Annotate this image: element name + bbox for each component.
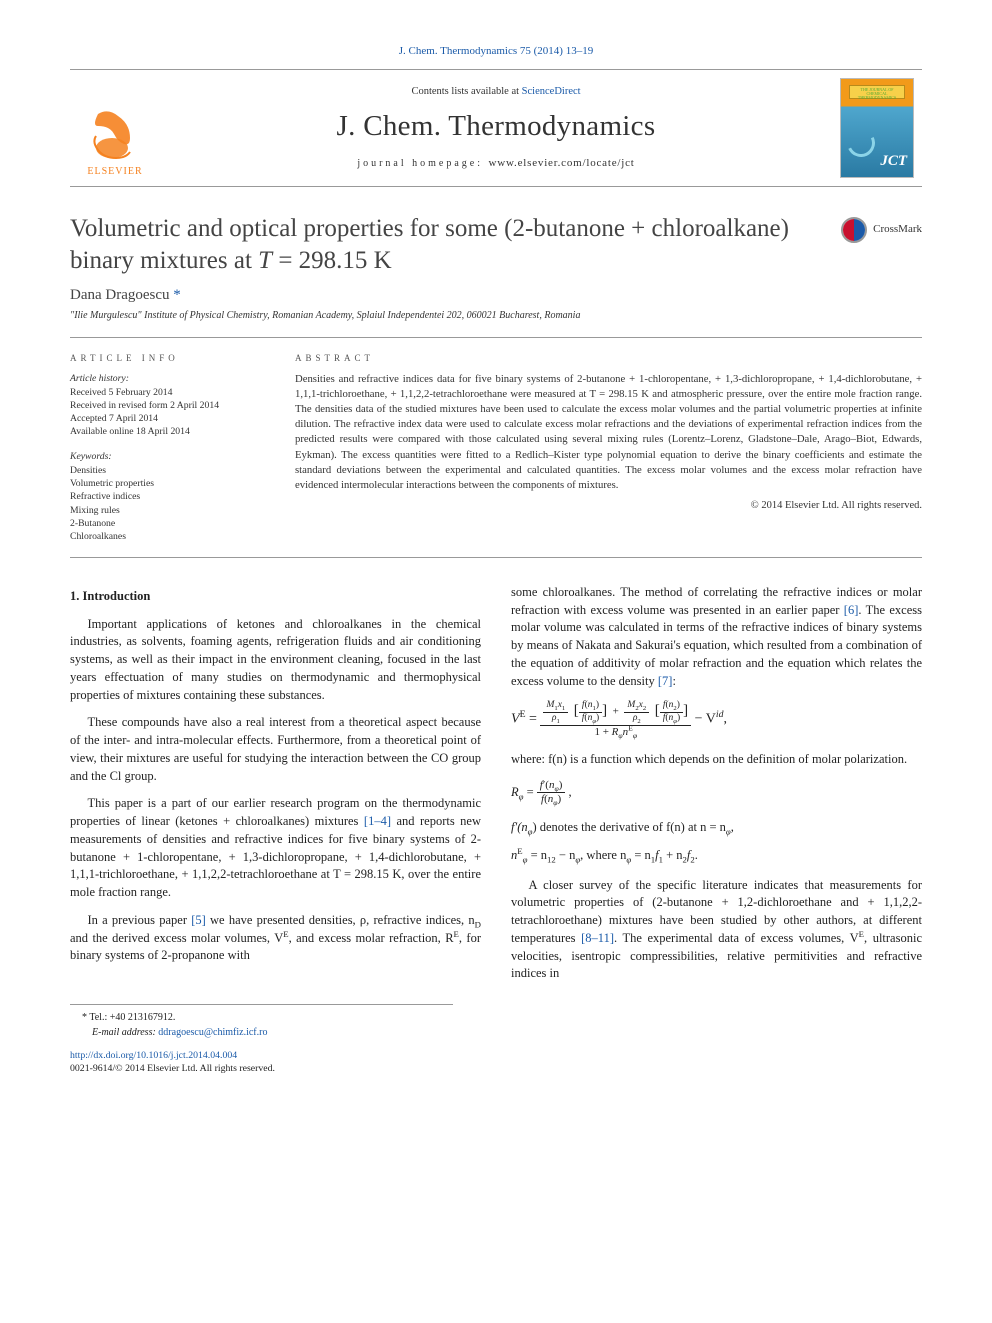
issn-copyright: 0021-9614/© 2014 Elsevier Ltd. All right…: [70, 1063, 275, 1074]
section-heading-introduction: 1. Introduction: [70, 588, 481, 606]
citation-link[interactable]: [1–4]: [364, 814, 391, 828]
equation-2: Rφ = f′(nφ) f(nφ) ,: [511, 779, 922, 807]
citation-link[interactable]: [5]: [191, 913, 206, 927]
journal-cover-icon: THE JOURNAL OF CHEMICAL THERMODYNAMICS J…: [840, 78, 914, 178]
paragraph: Important applications of ketones and ch…: [70, 616, 481, 705]
journal-reference-link[interactable]: J. Chem. Thermodynamics 75 (2014) 13–19: [399, 45, 593, 57]
affiliation: "Ilie Murgulescu" Institute of Physical …: [70, 309, 922, 323]
abstract-copyright: © 2014 Elsevier Ltd. All rights reserved…: [295, 499, 922, 513]
article-info-label: article info: [70, 352, 265, 364]
footnotes: * Tel.: +40 213167912. E-mail address: d…: [70, 1004, 453, 1075]
abstract-body: Densities and refractive indices data fo…: [295, 372, 922, 494]
author-email-link[interactable]: ddragoescu@chimfiz.icf.ro: [158, 1027, 267, 1038]
citation-link[interactable]: [7]: [658, 674, 673, 688]
footnote-email: E-mail address: ddragoescu@chimfiz.icf.r…: [70, 1026, 453, 1040]
paragraph: These compounds have also a real interes…: [70, 714, 481, 785]
keyword: Refractive indices: [70, 490, 265, 503]
journal-cover-cell: THE JOURNAL OF CHEMICAL THERMODYNAMICS J…: [832, 70, 922, 186]
paragraph: f′(nφ) denotes the derivative of f(n) at…: [511, 819, 922, 837]
contents-lists-line: Contents lists available at ScienceDirec…: [168, 85, 824, 99]
keyword: Chloroalkanes: [70, 530, 265, 543]
paragraph: where: f(n) is a function which depends …: [511, 751, 922, 769]
article-body: 1. Introduction Important applications o…: [70, 584, 922, 984]
paragraph: This paper is a part of our earlier rese…: [70, 795, 481, 902]
keyword: Mixing rules: [70, 504, 265, 517]
article-history-head: Article history:: [70, 372, 265, 385]
history-item: Available online 18 April 2014: [70, 425, 265, 438]
abstract-label: abstract: [295, 352, 922, 364]
citation-link[interactable]: [6]: [844, 603, 859, 617]
sciencedirect-link[interactable]: ScienceDirect: [522, 86, 581, 97]
author-line: Dana Dragoescu *: [70, 285, 922, 305]
journal-title: J. Chem. Thermodynamics: [168, 107, 824, 146]
paragraph: some chloroalkanes. The method of correl…: [511, 584, 922, 691]
equation-1: VE = M1x1ρ1 [f(n1)f(nφ)] + M2x2ρ2 [f(n2)…: [511, 700, 922, 739]
publisher-logo-cell: ELSEVIER: [70, 70, 160, 186]
article-title: Volumetric and optical properties for so…: [70, 213, 827, 277]
doi-block: http://dx.doi.org/10.1016/j.jct.2014.04.…: [70, 1049, 453, 1075]
citation-link[interactable]: [8–11]: [581, 931, 614, 945]
article-history: Received 5 February 2014 Received in rev…: [70, 386, 265, 438]
equation-3: nEφ = n12 − nφ, where nφ = n1f1 + n2f2.: [511, 847, 922, 865]
elsevier-logo-icon: ELSEVIER: [78, 104, 152, 178]
crossmark-icon: [841, 217, 867, 243]
keyword: 2-Butanone: [70, 517, 265, 530]
journal-homepage-url[interactable]: www.elsevier.com/locate/jct: [489, 157, 635, 169]
journal-header: ELSEVIER Contents lists available at Sci…: [70, 69, 922, 187]
keywords-head: Keywords:: [70, 450, 265, 463]
journal-homepage: journal homepage: www.elsevier.com/locat…: [168, 156, 824, 171]
history-item: Accepted 7 April 2014: [70, 412, 265, 425]
history-item: Received 5 February 2014: [70, 386, 265, 399]
article-meta-row: article info Article history: Received 5…: [70, 337, 922, 558]
paragraph: In a previous paper [5] we have presente…: [70, 912, 481, 965]
crossmark-label: CrossMark: [873, 222, 922, 237]
journal-reference: J. Chem. Thermodynamics 75 (2014) 13–19: [70, 44, 922, 59]
svg-text:ELSEVIER: ELSEVIER: [87, 166, 142, 177]
paragraph: A closer survey of the specific literatu…: [511, 877, 922, 984]
footnote-tel: * Tel.: +40 213167912.: [70, 1011, 453, 1025]
corresponding-author-mark[interactable]: *: [173, 287, 181, 303]
crossmark-badge[interactable]: CrossMark: [841, 217, 922, 243]
keyword: Densities: [70, 464, 265, 477]
history-item: Received in revised form 2 April 2014: [70, 399, 265, 412]
doi-link[interactable]: http://dx.doi.org/10.1016/j.jct.2014.04.…: [70, 1050, 237, 1061]
keywords-list: Densities Volumetric properties Refracti…: [70, 464, 265, 543]
keyword: Volumetric properties: [70, 477, 265, 490]
